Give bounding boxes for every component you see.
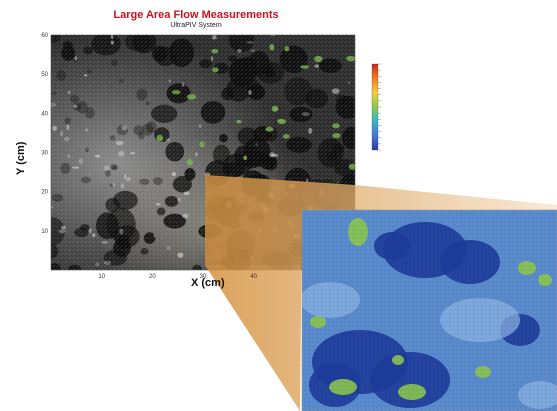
inset-vector-field (302, 210, 557, 411)
x-tick-label: 20 (149, 274, 156, 280)
inset-frame (301, 209, 557, 411)
colorbar (371, 63, 379, 151)
chart-subtitle: UltraPIV System (170, 22, 222, 29)
plot-frame (50, 34, 356, 271)
y-axis-title: Y (cm) (15, 141, 27, 175)
zoom-inset (302, 210, 557, 411)
y-tick-label: 20 (41, 190, 48, 196)
y-tick-label: 30 (41, 151, 48, 157)
y-tick-label: 50 (41, 72, 48, 78)
x-axis-title: X (cm) (191, 277, 225, 289)
x-tick-label: 40 (250, 274, 257, 280)
x-tick-label: 10 (98, 274, 105, 280)
y-tick-label: 10 (41, 229, 48, 235)
x-axis-ticks: 10 20 30 40 (98, 274, 257, 280)
y-axis-ticks: 60 50 40 30 20 10 (41, 33, 48, 235)
colorbar-ticks (378, 63, 381, 151)
y-tick-label: 60 (41, 33, 48, 39)
x-tick-label: 30 (200, 274, 207, 280)
zoom-cone (205, 175, 557, 411)
y-tick-label: 40 (41, 111, 48, 117)
chart-title: Large Area Flow Measurements (113, 9, 279, 21)
